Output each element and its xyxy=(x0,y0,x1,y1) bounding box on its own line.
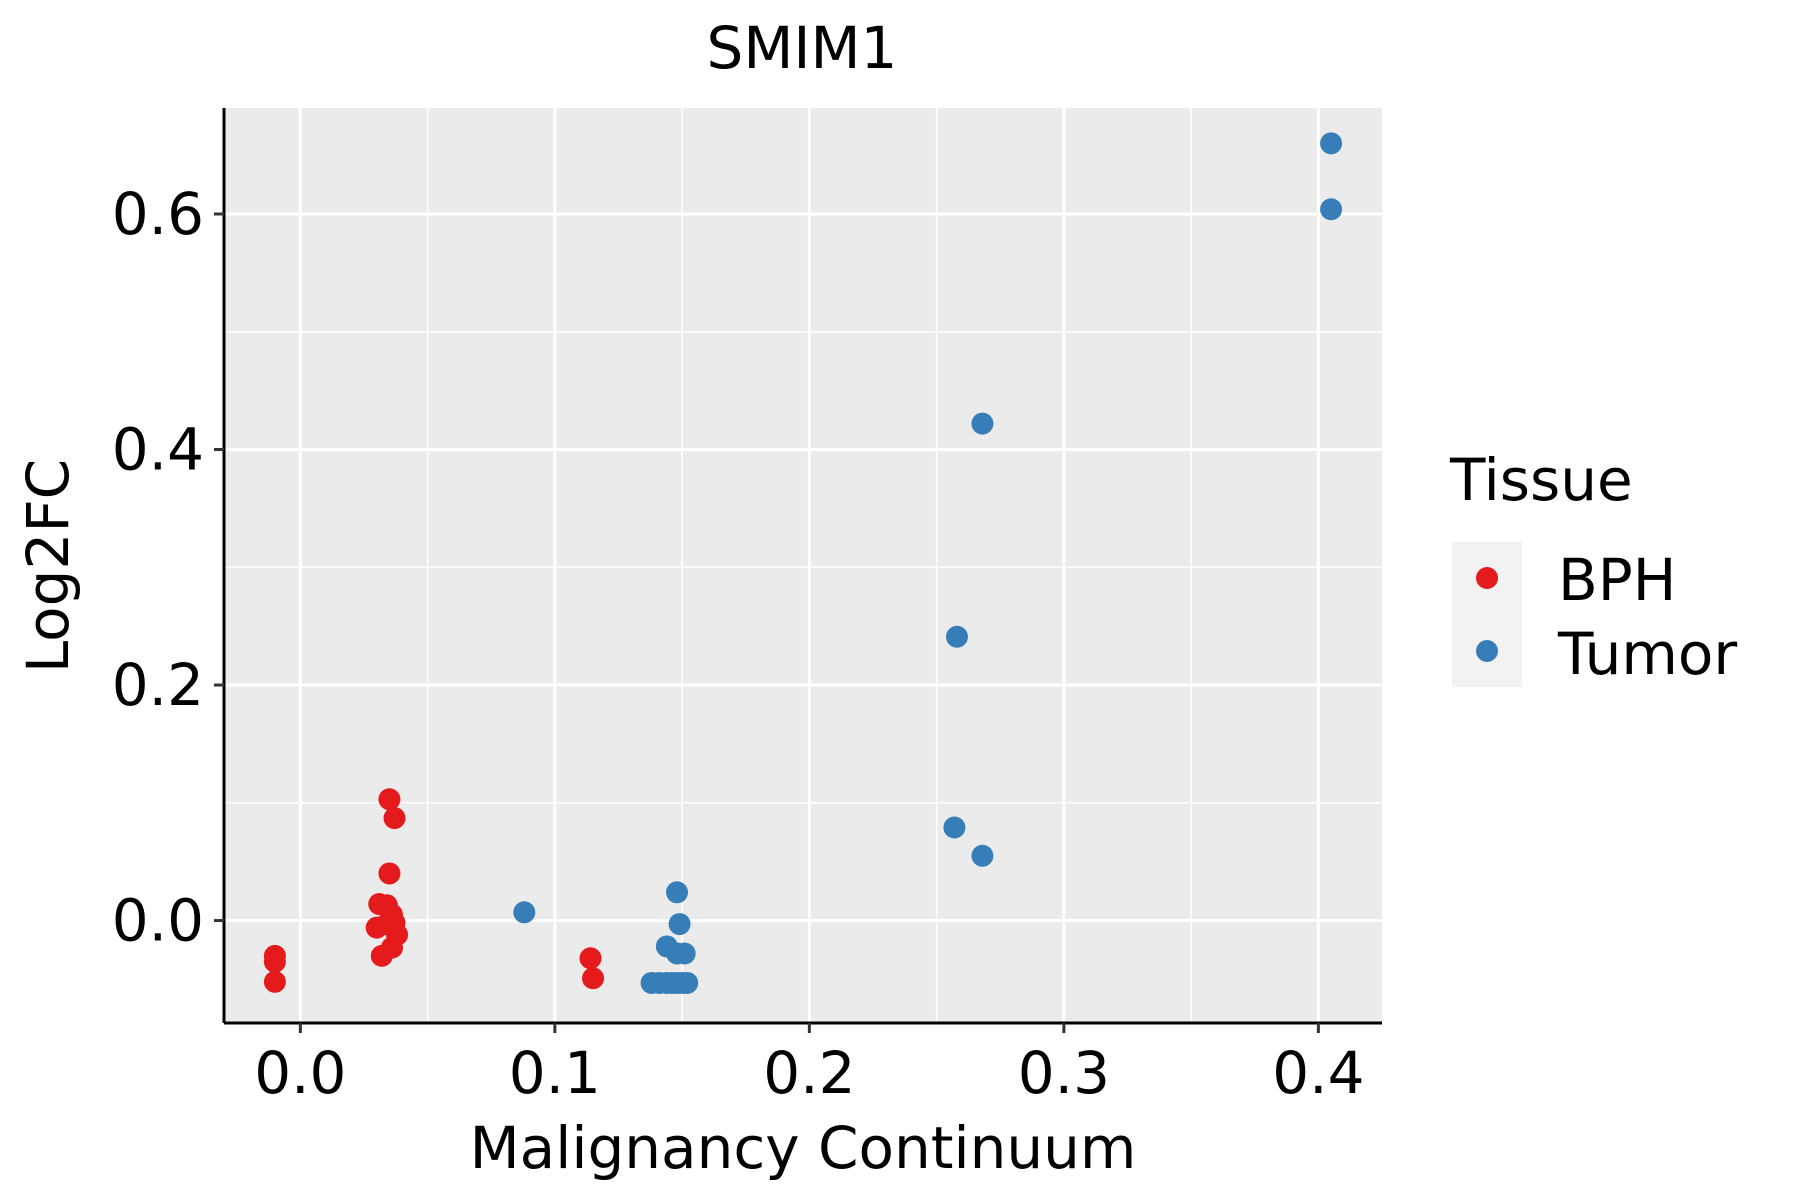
x-tick-label: 0.4 xyxy=(1272,1039,1364,1107)
point-bph xyxy=(378,788,401,811)
point-tumor xyxy=(666,881,689,904)
x-tick-label: 0.3 xyxy=(1018,1039,1110,1107)
point-bph xyxy=(263,970,286,993)
point-tumor xyxy=(945,625,968,648)
y-tick-label: 0.0 xyxy=(112,887,204,955)
point-tumor xyxy=(943,816,966,839)
x-axis-title: Malignancy Continuum xyxy=(470,1114,1137,1182)
y-tick-label: 0.2 xyxy=(112,651,204,719)
legend: Tissue BPH Tumor xyxy=(1449,446,1737,688)
x-tick-label: 0.1 xyxy=(509,1039,601,1107)
point-bph xyxy=(263,950,286,973)
x-tick-label: 0.0 xyxy=(254,1039,346,1107)
panel-background xyxy=(224,108,1382,1023)
legend-label-bph: BPH xyxy=(1558,546,1676,614)
point-tumor xyxy=(971,844,994,867)
data-points xyxy=(263,132,1343,994)
x-axis-ticks: 0.0 0.1 0.2 0.3 0.4 xyxy=(254,1023,1364,1107)
legend-key-bph xyxy=(1476,567,1498,589)
point-tumor xyxy=(971,412,994,435)
point-bph xyxy=(579,947,602,970)
point-tumor xyxy=(668,913,691,936)
point-bph xyxy=(378,862,401,885)
y-axis-title: Log2FC xyxy=(14,459,82,673)
point-bph xyxy=(582,967,605,990)
point-tumor xyxy=(673,942,696,965)
legend-key-tumor xyxy=(1476,640,1498,662)
point-tumor xyxy=(1320,132,1343,155)
x-tick-label: 0.2 xyxy=(763,1039,855,1107)
legend-label-tumor: Tumor xyxy=(1557,620,1737,688)
minor-gridlines xyxy=(224,108,1382,1023)
plot-panel xyxy=(222,108,1382,1025)
y-tick-label: 0.6 xyxy=(112,180,204,248)
y-axis-ticks: 0.0 0.2 0.4 0.6 xyxy=(112,180,224,955)
point-tumor xyxy=(676,971,699,994)
chart-title: SMIM1 xyxy=(707,14,898,82)
point-bph xyxy=(370,944,393,967)
point-tumor xyxy=(1320,198,1343,221)
legend-title: Tissue xyxy=(1449,446,1633,514)
point-tumor xyxy=(513,901,536,924)
legend-key-background xyxy=(1452,542,1522,687)
y-tick-label: 0.4 xyxy=(112,416,204,484)
point-bph xyxy=(383,807,406,830)
major-gridlines xyxy=(224,108,1382,1023)
